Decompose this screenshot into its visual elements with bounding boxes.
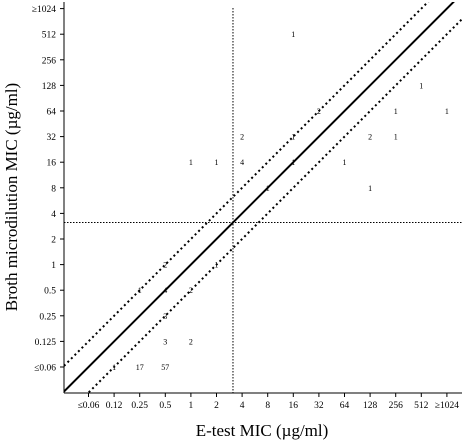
point-count-label: 3 — [163, 337, 167, 346]
x-tick-label: 0.12 — [106, 401, 123, 411]
point-count-label: 2 — [240, 133, 244, 142]
plot-axes — [63, 2, 462, 394]
point-count-label: 1 — [138, 286, 142, 295]
point-count-label: 2 — [189, 337, 193, 346]
x-tick-label: 0.5 — [159, 401, 171, 411]
x-tick-label: 0.25 — [131, 401, 148, 411]
y-tick-label: ≤0.06 — [34, 364, 56, 374]
point-count-label: 1 — [291, 133, 295, 142]
x-tick-label: 512 — [414, 401, 429, 411]
y-tick-label: 0.25 — [39, 312, 56, 322]
point-count-label: 1 — [112, 363, 116, 372]
point-count-label: 2 — [163, 261, 167, 270]
y-tick-label: 2 — [51, 236, 56, 246]
point-count-label: 1 — [368, 184, 372, 193]
x-tick-label: 16 — [289, 401, 299, 411]
y-tick-label: 256 — [42, 56, 57, 66]
x-tick-label: 4 — [240, 401, 245, 411]
lower-agreement-line — [86, 18, 462, 393]
point-count-label: 4 — [240, 158, 244, 167]
y-tick-label: 0.125 — [35, 338, 57, 348]
point-count-label: 2 — [189, 286, 193, 295]
x-tick-label: 32 — [314, 401, 324, 411]
x-tick-label: 2 — [214, 401, 219, 411]
y-tick-label: 0.5 — [44, 287, 56, 297]
point-count-label: 2 — [368, 133, 372, 142]
y-tick-label: ≥1024 — [32, 5, 56, 15]
point-count-label: 1 — [419, 81, 423, 90]
x-tick-label: 64 — [340, 401, 350, 411]
x-tick-label: 1 — [189, 401, 194, 411]
y-tick-label: 8 — [51, 184, 56, 194]
y-tick-label: 16 — [47, 159, 57, 169]
y-tick-label: 4 — [51, 210, 56, 220]
point-count-label: 57 — [161, 363, 169, 372]
data-points: 1 17 57 3 2 3 1 4 2 2 1 1 1 4 2 1 1 1 1 2 1 1 2 1 1 1 1 — [112, 30, 449, 372]
y-tick-label: 128 — [42, 82, 57, 92]
point-count-label: 4 — [163, 286, 167, 295]
point-count-label: 1 — [291, 158, 295, 167]
point-count-label: 3 — [163, 312, 167, 321]
x-tick-label: ≤0.06 — [78, 401, 100, 411]
x-axis-ticks: ≤0.06 0.12 0.25 0.5 1 2 4 8 16 32 64 128 256 512 ≥1024 — [78, 393, 459, 411]
identity-line — [64, 2, 455, 393]
point-count-label: 1 — [394, 133, 398, 142]
point-count-label: 2 — [317, 107, 321, 116]
x-axis-title: E-test MIC (µg/ml) — [196, 421, 329, 440]
y-axis-ticks: ≤0.06 0.125 0.25 0.5 1 2 4 8 16 32 64 128 256 512 ≥102… — [32, 5, 64, 374]
point-count-label: 1 — [189, 158, 193, 167]
y-tick-label: 1 — [51, 261, 56, 271]
y-tick-label: 512 — [42, 31, 57, 41]
point-count-label: 1 — [215, 158, 219, 167]
y-tick-label: 32 — [47, 133, 57, 143]
x-tick-label: ≥1024 — [435, 401, 459, 411]
upper-agreement-line — [64, 2, 430, 367]
x-tick-label: 8 — [265, 401, 270, 411]
y-tick-label: 64 — [47, 108, 57, 118]
point-count-label: 1 — [343, 158, 347, 167]
point-count-label: 1 — [215, 261, 219, 270]
y-axis-title: Broth microdilution MIC (µg/ml) — [2, 83, 21, 311]
x-tick-label: 256 — [389, 401, 404, 411]
reference-lines — [64, 2, 462, 393]
point-count-label: 1 — [394, 107, 398, 116]
point-count-label: 17 — [136, 363, 144, 372]
point-count-label: 1 — [266, 184, 270, 193]
x-tick-label: 128 — [363, 401, 378, 411]
point-count-label: 1 — [291, 30, 295, 39]
point-count-label: 1 — [445, 107, 449, 116]
